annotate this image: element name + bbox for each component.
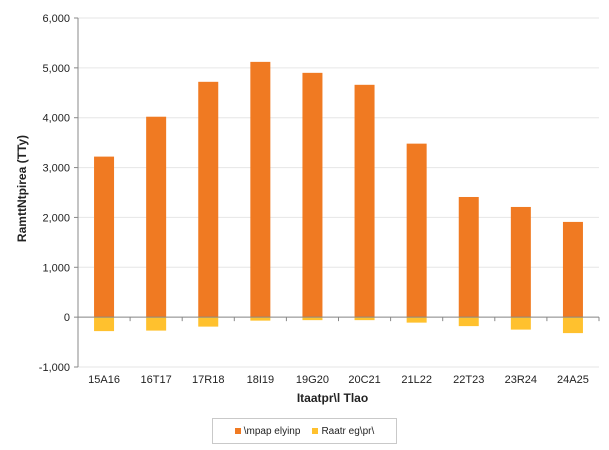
legend-label-series-1: \mpap elyinp [243, 425, 301, 437]
bar-24A25-series-2 [562, 317, 583, 334]
legend-swatch-series-2 [312, 428, 319, 434]
x-tick-label: 22T23 [453, 374, 484, 386]
bar-19G20-series-2 [302, 317, 323, 321]
x-tick-label: 17R18 [192, 374, 224, 386]
bar-21L22-series-2 [406, 317, 427, 323]
bar-16T17-series-2 [146, 317, 167, 331]
legend-swatch-series-1 [234, 428, 241, 434]
bar-23R24-series-2 [510, 317, 531, 330]
legend-item-series-2: Raatr eg\pr\ [312, 426, 374, 437]
y-tick-label: 1,000 [42, 262, 70, 274]
legend-label-series-2: Raatr eg\pr\ [321, 425, 375, 437]
x-tick-label: 15A16 [88, 374, 120, 386]
y-tick-label: 6,000 [42, 13, 70, 25]
bar-15A16-series-2 [94, 317, 115, 332]
x-tick-label: 19G20 [296, 374, 329, 386]
y-tick-label: 5,000 [42, 63, 70, 75]
bar-18I19-series-2 [250, 317, 271, 321]
x-tick-label: 18I19 [247, 374, 275, 386]
bar-22T23-series-1 [458, 196, 479, 318]
bar-24A25-series-1 [562, 221, 583, 318]
bar-20C21-series-1 [354, 84, 375, 318]
bar-16T17-series-1 [146, 116, 167, 318]
bar-22T23-series-2 [458, 317, 479, 327]
x-tick-label: 16T17 [141, 374, 172, 386]
x-tick-label: 20C21 [348, 374, 380, 386]
y-tick-label: -1,000 [39, 362, 70, 374]
bar-19G20-series-1 [302, 72, 323, 318]
bar-21L22-series-1 [406, 143, 427, 318]
x-tick-label: 24A25 [557, 374, 589, 386]
x-tick-label: 21L22 [401, 374, 432, 386]
bar-20C21-series-2 [354, 317, 375, 321]
y-tick-label: 2,000 [42, 212, 70, 224]
y-tick-label: 0 [64, 312, 70, 324]
y-tick-label: 3,000 [42, 163, 70, 175]
y-tick-label: 4,000 [42, 113, 70, 125]
bar-23R24-series-1 [510, 206, 531, 318]
x-axis-title: Itaatpr\l Tlao [297, 391, 368, 405]
bar-17R18-series-2 [198, 317, 219, 327]
chart-legend: \mpap elyinp Raatr eg\pr\ [212, 418, 397, 444]
x-tick-label: 23R24 [505, 374, 537, 386]
bar-17R18-series-1 [198, 81, 219, 318]
legend-item-series-1: \mpap elyinp [234, 425, 301, 437]
bar-15A16-series-1 [94, 156, 115, 318]
y-axis-title: RamttNtpirea (TTy) [15, 135, 29, 242]
bar-18I19-series-1 [250, 61, 271, 318]
